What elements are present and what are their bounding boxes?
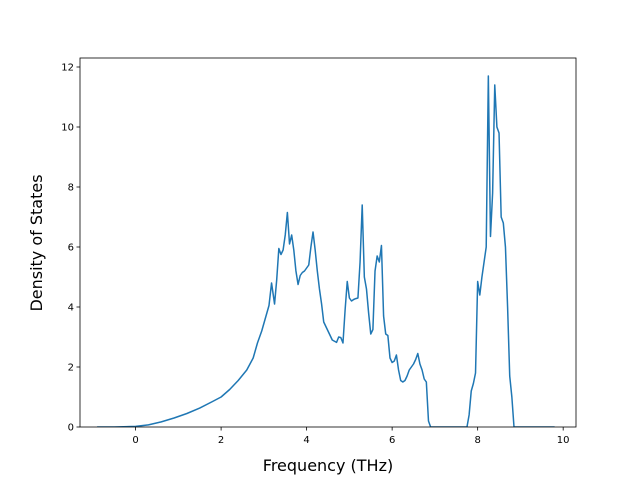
x-tick-label: 6 xyxy=(389,435,395,446)
axes-frame xyxy=(79,57,577,428)
axis-ticks: 0 2 4 6 8 10 0 2 4 6 8 10 12 xyxy=(61,63,569,447)
x-tick-label: 8 xyxy=(474,435,480,446)
y-axis-label: Density of States xyxy=(27,174,46,311)
x-tick-label: 10 xyxy=(557,435,570,446)
y-tick-label: 10 xyxy=(61,123,74,134)
y-tick-label: 0 xyxy=(68,423,74,434)
y-tick-label: 12 xyxy=(61,63,74,74)
x-tick-label: 0 xyxy=(132,435,138,446)
plot-area xyxy=(79,57,577,428)
y-tick-label: 8 xyxy=(68,183,74,194)
y-tick-label: 2 xyxy=(68,363,74,374)
y-tick-label: 6 xyxy=(68,243,74,254)
x-tick-label: 2 xyxy=(218,435,224,446)
dos-series-line xyxy=(97,75,555,427)
x-tick-label: 4 xyxy=(303,435,309,446)
y-tick-label: 4 xyxy=(68,303,74,314)
x-axis-label: Frequency (THz) xyxy=(263,456,393,475)
